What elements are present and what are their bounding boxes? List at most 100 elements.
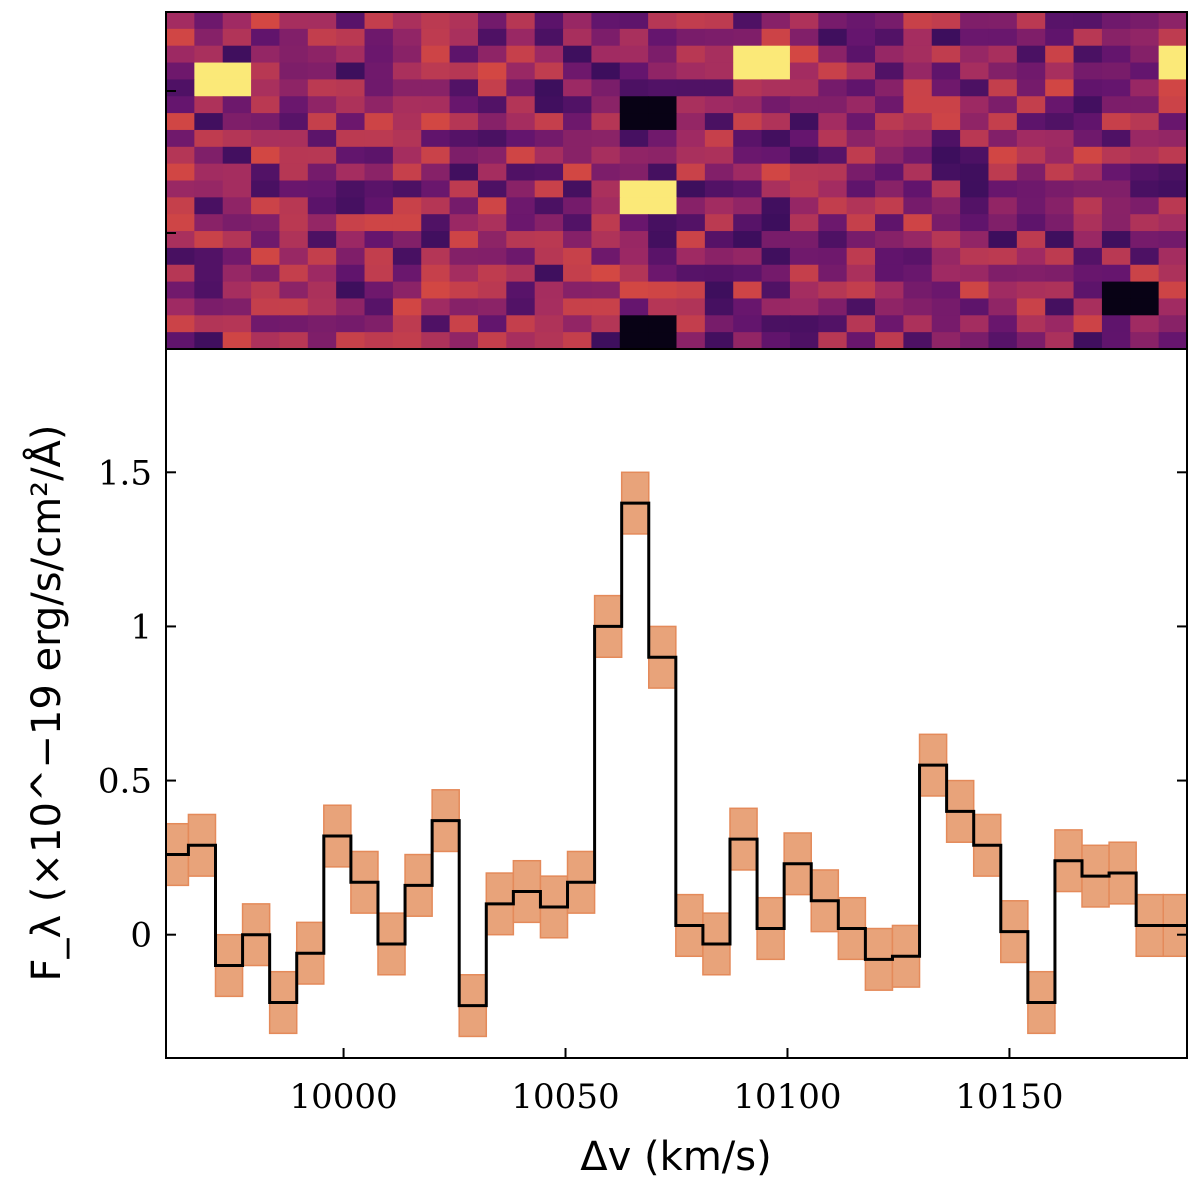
heatmap-cell — [818, 113, 848, 131]
heatmap-cell — [648, 12, 678, 30]
heatmap-cell — [279, 231, 309, 249]
heatmap-cell — [477, 298, 507, 316]
heatmap-cell — [251, 214, 281, 232]
heatmap-cell — [279, 298, 309, 316]
heatmap-cell — [364, 28, 394, 47]
heatmap-cell — [1101, 197, 1131, 215]
heatmap-cell — [988, 214, 1018, 232]
heatmap-cell — [563, 62, 593, 80]
heatmap-cell — [1016, 180, 1046, 198]
heatmap-cell — [1101, 113, 1131, 131]
heatmap-cell — [846, 332, 876, 350]
heatmap-cell — [704, 315, 734, 333]
heatmap-cell — [336, 180, 366, 198]
heatmap-cell — [1073, 315, 1103, 333]
heatmap-cell — [1158, 45, 1188, 64]
heatmap-cell — [733, 62, 763, 80]
heatmap-cell — [931, 264, 961, 283]
heatmap-cell — [960, 247, 990, 266]
heatmap-cell — [506, 231, 536, 249]
heatmap-cell — [789, 298, 819, 316]
heatmap-cell — [903, 96, 933, 114]
heatmap-cell — [761, 79, 791, 97]
heatmap-cell — [619, 231, 649, 249]
heatmap-cell — [676, 62, 706, 80]
x-tick-label: 10100 — [733, 1077, 841, 1117]
heatmap-cell — [449, 79, 479, 97]
heatmap-cell — [1045, 96, 1075, 114]
heatmap-cell — [818, 129, 848, 148]
heatmap-cell — [307, 28, 337, 47]
heatmap-cell — [988, 163, 1018, 182]
heatmap-cell — [1073, 28, 1103, 47]
heatmap-cell — [1016, 96, 1046, 114]
heatmap-cell — [506, 298, 536, 316]
heatmap-cell — [166, 45, 195, 64]
heatmap-cell — [733, 247, 763, 266]
heatmap-cell — [166, 146, 195, 165]
heatmap-cell — [336, 113, 366, 131]
heatmap-cell — [1045, 197, 1075, 215]
heatmap-cell — [591, 214, 621, 232]
heatmap-cell — [506, 113, 536, 131]
heatmap-cell — [648, 62, 678, 80]
heatmap-cell — [789, 163, 819, 182]
heatmap-cell — [1130, 28, 1160, 47]
heatmap-cell — [1073, 163, 1103, 182]
heatmap-cell — [364, 62, 394, 80]
heatmap-cell — [392, 12, 422, 30]
heatmap-cell — [960, 180, 990, 198]
heatmap-cell — [336, 231, 366, 249]
heatmap-cell — [619, 79, 649, 97]
heatmap-cell — [676, 315, 706, 333]
heatmap-cell — [875, 180, 904, 198]
heatmap-cell — [563, 113, 593, 131]
heatmap-cell — [534, 129, 564, 148]
heatmap-cell — [449, 197, 479, 215]
heatmap-cell — [704, 79, 734, 97]
heatmap-cell — [1016, 281, 1046, 300]
heatmap-cell — [903, 113, 933, 131]
heatmap-cell — [1158, 12, 1188, 30]
heatmap-cell — [1158, 214, 1188, 232]
heatmap-cell — [506, 247, 536, 266]
heatmap-cell — [563, 315, 593, 333]
heatmap-cell — [1158, 264, 1188, 283]
heatmap-cell — [704, 129, 734, 148]
heatmap-cell — [336, 281, 366, 300]
heatmap-cell — [789, 315, 819, 333]
heatmap-cell — [591, 163, 621, 182]
heatmap-cell — [336, 45, 366, 64]
heatmap-cell — [421, 315, 451, 333]
heatmap-cell — [506, 315, 536, 333]
heatmap-cell — [251, 146, 281, 165]
heatmap-cell — [733, 96, 763, 114]
heatmap-cell — [591, 45, 621, 64]
heatmap-cell — [960, 163, 990, 182]
heatmap-cell — [988, 96, 1018, 114]
heatmap-cell — [534, 45, 564, 64]
heatmap-cell — [988, 12, 1018, 30]
heatmap-cell — [818, 28, 848, 47]
heatmap-cell — [251, 264, 281, 283]
heatmap-cell — [676, 28, 706, 47]
heatmap-cell — [477, 163, 507, 182]
heatmap-cell — [477, 180, 507, 198]
heatmap-cell — [563, 28, 593, 47]
heatmap-cell — [222, 197, 252, 215]
heatmap-cell — [506, 79, 536, 97]
heatmap-cell — [307, 264, 337, 283]
heatmap-cell — [1130, 298, 1160, 316]
heatmap-cell — [648, 298, 678, 316]
heatmap-cell — [1130, 247, 1160, 266]
heatmap-cell — [166, 197, 195, 215]
heatmap-cell — [960, 129, 990, 148]
heatmap-cells — [166, 12, 1188, 350]
heatmap-cell — [421, 197, 451, 215]
heatmap-cell — [307, 96, 337, 114]
x-tick-label: 10050 — [511, 1077, 619, 1117]
heatmap-cell — [364, 45, 394, 64]
heatmap-cell — [1130, 281, 1160, 300]
heatmap-cell — [988, 45, 1018, 64]
